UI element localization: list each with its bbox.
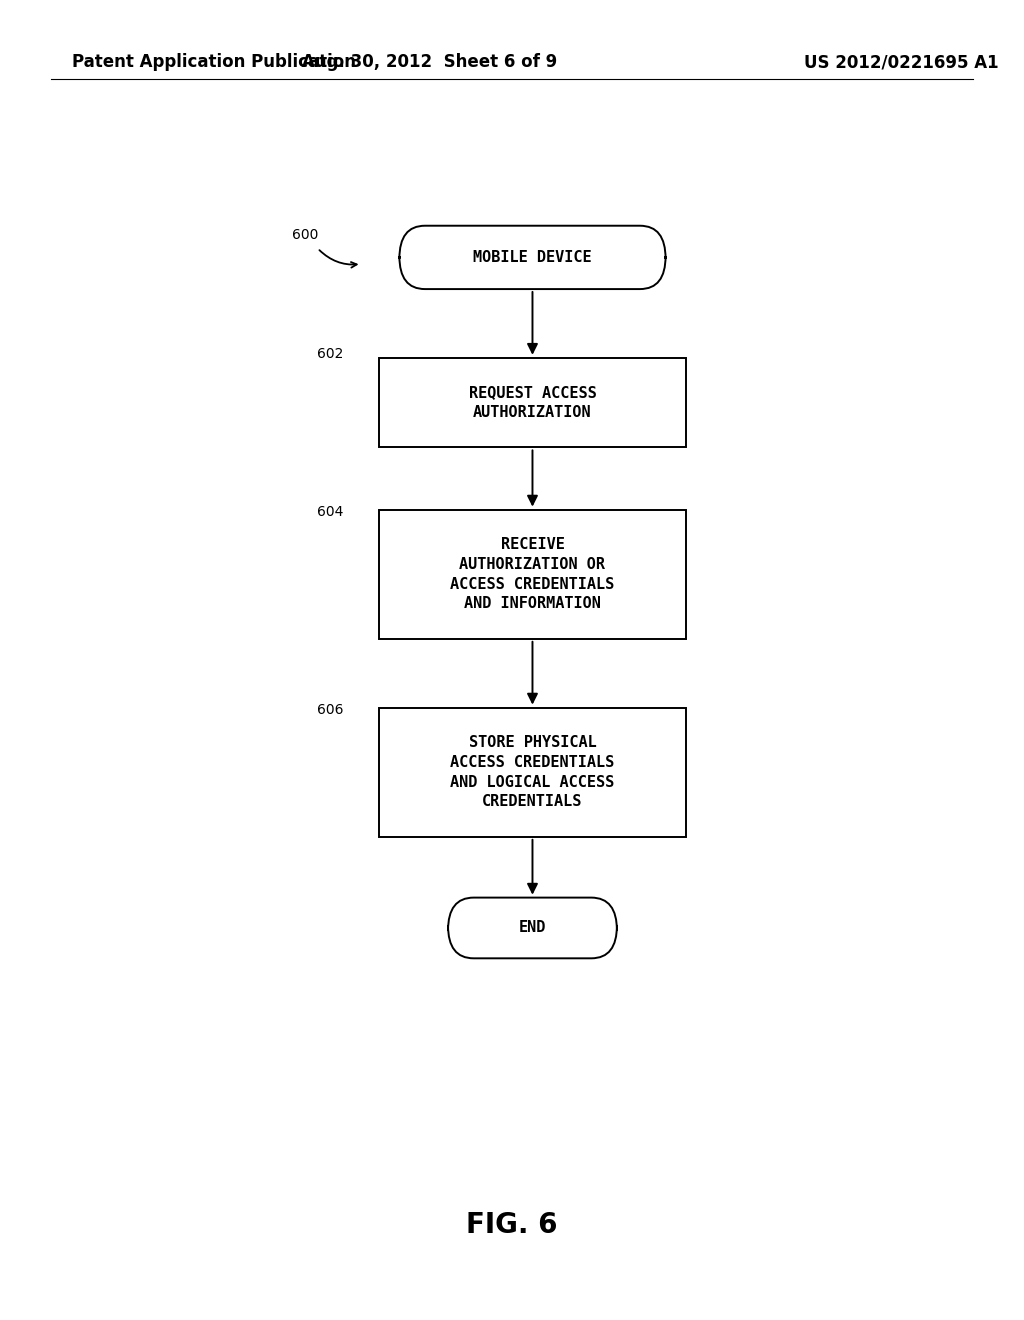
- Text: 600: 600: [292, 228, 318, 242]
- Text: END: END: [519, 920, 546, 936]
- Text: RECEIVE
AUTHORIZATION OR
ACCESS CREDENTIALS
AND INFORMATION: RECEIVE AUTHORIZATION OR ACCESS CREDENTI…: [451, 537, 614, 611]
- Text: US 2012/0221695 A1: US 2012/0221695 A1: [804, 53, 998, 71]
- Text: Patent Application Publication: Patent Application Publication: [72, 53, 355, 71]
- Bar: [379, 708, 686, 837]
- Text: REQUEST ACCESS
AUTHORIZATION: REQUEST ACCESS AUTHORIZATION: [469, 385, 596, 420]
- Bar: [379, 358, 686, 447]
- Text: 604: 604: [316, 506, 343, 519]
- Bar: [379, 510, 686, 639]
- Text: Aug. 30, 2012  Sheet 6 of 9: Aug. 30, 2012 Sheet 6 of 9: [302, 53, 558, 71]
- Text: 602: 602: [316, 347, 343, 360]
- Text: STORE PHYSICAL
ACCESS CREDENTIALS
AND LOGICAL ACCESS
CREDENTIALS: STORE PHYSICAL ACCESS CREDENTIALS AND LO…: [451, 735, 614, 809]
- Text: 606: 606: [316, 704, 343, 717]
- Text: MOBILE DEVICE: MOBILE DEVICE: [473, 249, 592, 265]
- Text: FIG. 6: FIG. 6: [466, 1210, 558, 1239]
- FancyBboxPatch shape: [449, 898, 616, 958]
- FancyBboxPatch shape: [399, 226, 666, 289]
